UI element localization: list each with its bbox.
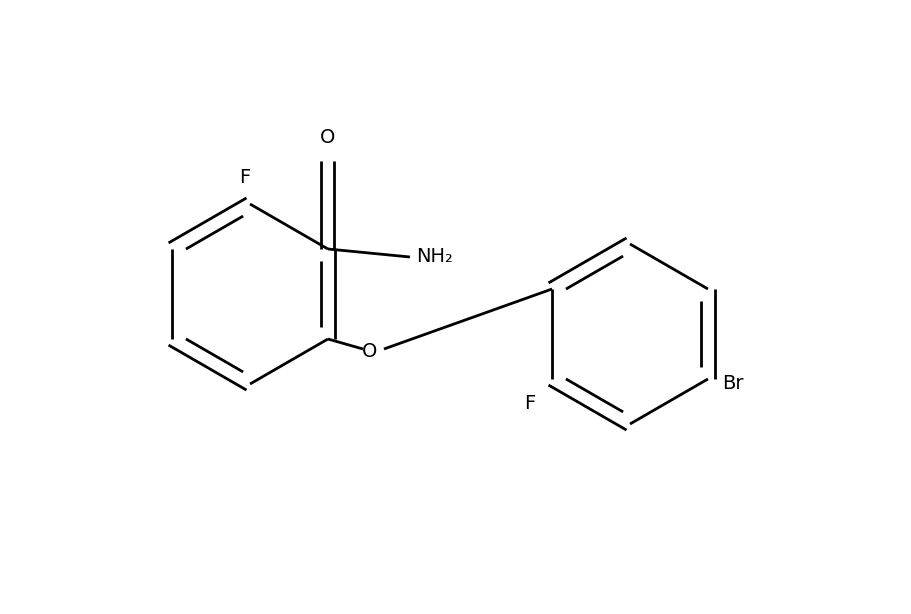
Text: NH₂: NH₂	[415, 247, 453, 266]
Text: F: F	[524, 394, 535, 413]
Text: F: F	[239, 168, 251, 187]
Text: O: O	[362, 341, 377, 360]
Text: O: O	[320, 128, 335, 147]
Text: Br: Br	[722, 373, 742, 392]
